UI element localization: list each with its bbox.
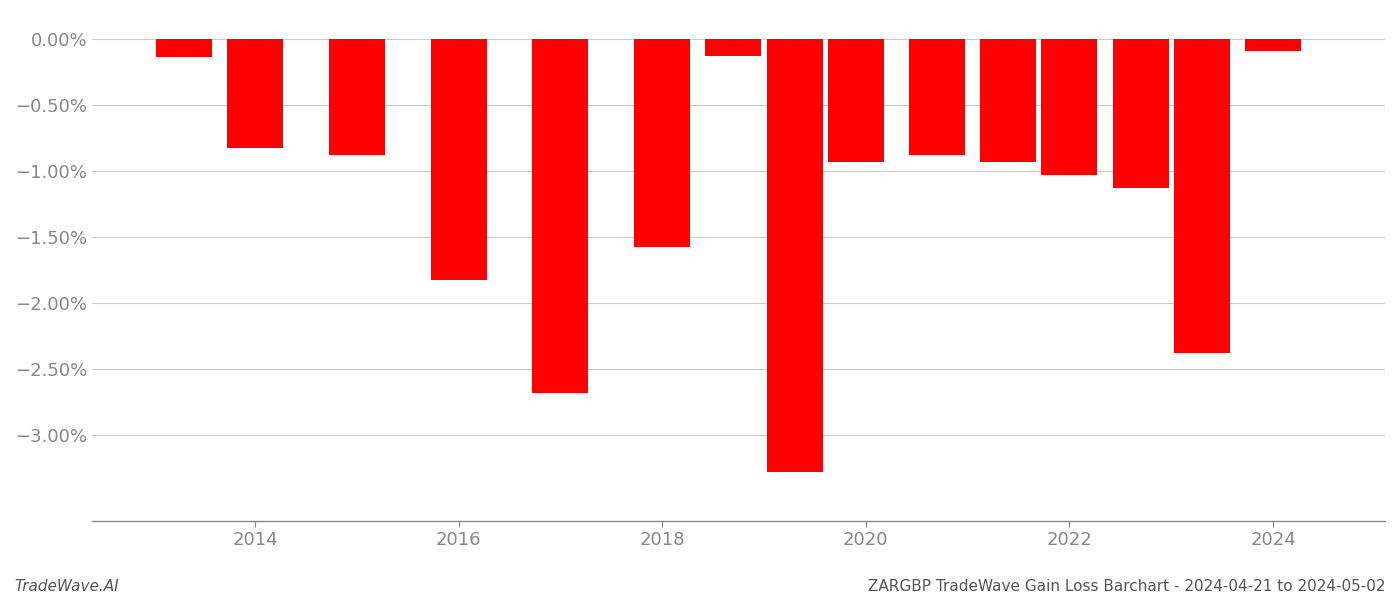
Text: TradeWave.AI: TradeWave.AI [14,579,119,594]
Bar [1113,39,1169,188]
Bar [532,39,588,392]
Bar [767,39,823,472]
Bar [227,39,283,148]
Bar [706,39,762,56]
Bar [155,39,211,57]
Bar [634,39,690,247]
Bar [909,39,965,155]
Bar [1245,39,1301,50]
Bar [1173,39,1229,353]
Bar [827,39,883,161]
Bar [980,39,1036,161]
Bar [329,39,385,155]
Bar [431,39,487,280]
Bar [1042,39,1098,175]
Text: ZARGBP TradeWave Gain Loss Barchart - 2024-04-21 to 2024-05-02: ZARGBP TradeWave Gain Loss Barchart - 20… [868,579,1386,594]
